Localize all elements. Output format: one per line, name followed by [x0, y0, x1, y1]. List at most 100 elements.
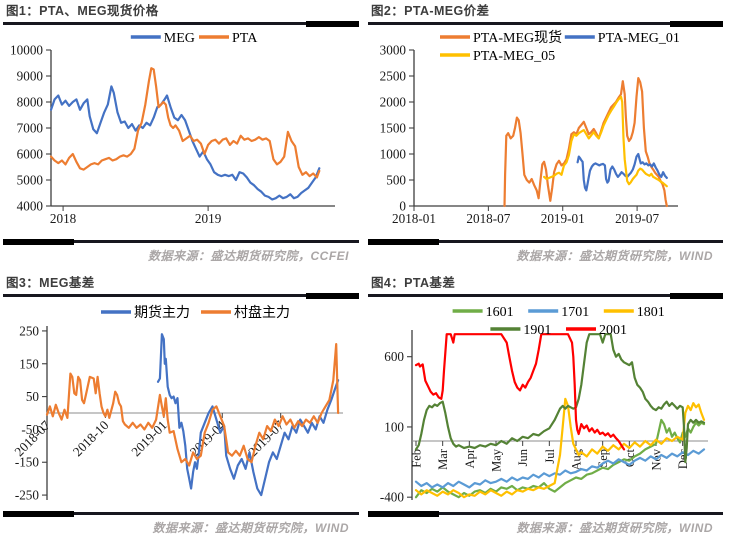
figure1-line-chart: 10000 9000 8000 7000 6000 5000 4000 2018 2019 MEG…: [5, 28, 357, 239]
svg-text:100: 100: [384, 419, 404, 434]
svg-text:50: 50: [26, 389, 40, 404]
svg-text:9000: 9000: [17, 69, 44, 84]
figure1-title: 图1：PTA、MEG现货价格: [6, 4, 159, 18]
svg-text:PTA-MEG现货: PTA-MEG现货: [473, 29, 562, 46]
svg-text:1500: 1500: [379, 121, 406, 136]
svg-text:2019: 2019: [195, 211, 222, 226]
svg-text:7000: 7000: [17, 121, 44, 136]
figure3-top-rule: [3, 293, 359, 299]
svg-text:Jun: Jun: [516, 448, 530, 466]
figure3-source: 数据来源：盛达期货研究院，WIND: [152, 521, 349, 535]
series-PTA-MEG现货: [502, 76, 668, 208]
series-1901: [414, 333, 705, 464]
legend-item-1601: 1601: [452, 305, 513, 320]
svg-text:6000: 6000: [17, 147, 44, 162]
figure3-bottom-rule: [3, 511, 359, 517]
svg-text:1000: 1000: [379, 147, 406, 162]
svg-text:2000: 2000: [379, 95, 406, 110]
figure1-bottom-rule: [3, 239, 359, 245]
svg-text:500: 500: [386, 173, 406, 188]
svg-text:0: 0: [399, 199, 406, 214]
svg-text:-250: -250: [15, 488, 40, 503]
figure4-panel: 图4：PTA基差 600 100 -400 Feb Mar Apr May Jun Jul Aug…: [365, 272, 729, 544]
svg-text:2019-01: 2019-01: [540, 211, 584, 226]
figure4-top-rule: [368, 293, 723, 299]
svg-text:2018: 2018: [50, 211, 77, 226]
legend-item-1901: 1901: [489, 323, 551, 338]
figure4-title: 图4：PTA基差: [371, 276, 456, 290]
figure2-top-rule: [368, 21, 723, 27]
legend-item-村盘主力: 村盘主力: [201, 304, 290, 321]
svg-text:1901: 1901: [523, 323, 551, 338]
series-期货主力: [156, 333, 340, 497]
legend-item-PTA-MEG现货: PTA-MEG现货: [439, 29, 562, 46]
series-1701: [414, 448, 705, 489]
svg-text:Sep: Sep: [596, 449, 610, 468]
svg-text:PTA-MEG_05: PTA-MEG_05: [473, 49, 555, 64]
figure1-source: 数据来源：盛达期货研究院，CCFEI: [147, 249, 349, 263]
figure3-chart-area: 250 150 50 -50 -150 -250 2018-07 2018-10 2019-01…: [3, 299, 359, 511]
svg-text:5000: 5000: [17, 173, 44, 188]
legend-item-1701: 1701: [527, 305, 589, 320]
svg-text:10000: 10000: [10, 43, 43, 58]
svg-text:250: 250: [19, 323, 39, 338]
legend-item-1801: 1801: [603, 305, 664, 320]
svg-text:3000: 3000: [379, 43, 406, 58]
svg-text:期货主力: 期货主力: [134, 304, 190, 321]
figure1-panel: 图1：PTA、MEG现货价格 10000 9000 8000 7000 6000 5000…: [0, 0, 365, 272]
series-1801: [414, 397, 705, 499]
series-2001: [414, 333, 625, 451]
figure2-bottom-rule: [368, 239, 723, 245]
series-PTA-MEG_01: [576, 152, 668, 192]
svg-text:2500: 2500: [379, 69, 406, 84]
svg-text:May: May: [489, 448, 503, 472]
svg-text:2018-07: 2018-07: [466, 211, 510, 226]
figure3-title: 图3：MEG基差: [6, 276, 95, 290]
figure1-top-rule: [3, 21, 359, 27]
svg-text:150: 150: [19, 356, 39, 371]
svg-text:PTA-MEG_01: PTA-MEG_01: [597, 31, 679, 46]
series-PTA: [49, 67, 321, 179]
legend-item-PTA-MEG_01: PTA-MEG_01: [564, 31, 679, 46]
series-MEG: [49, 85, 321, 201]
svg-text:Apr: Apr: [462, 448, 476, 468]
svg-text:Mar: Mar: [436, 448, 450, 470]
figure2-line-chart: 3000 2500 2000 1500 1000 500 0 2018-01 2018-07 20…: [370, 28, 722, 239]
legend-item-PTA: PTA: [199, 31, 258, 46]
figure3-line-chart: 250 150 50 -50 -150 -250 2018-07 2018-10 2019-01…: [5, 300, 357, 511]
svg-text:2019-07: 2019-07: [615, 211, 659, 226]
svg-text:1601: 1601: [485, 305, 513, 320]
legend-item-2001: 2001: [565, 323, 627, 338]
svg-text:MEG: MEG: [164, 31, 195, 46]
figure1-chart-area: 10000 9000 8000 7000 6000 5000 4000 2018 2019 MEG…: [3, 27, 359, 239]
figure2-panel: 图2：PTA-MEG价差 3000 2500 2000 1500 1000 500 0 201…: [365, 0, 729, 272]
figure4-line-chart: 600 100 -400 Feb Mar Apr May Jun Jul Aug Sep Oct Nov…: [370, 300, 722, 511]
svg-text:Feb: Feb: [409, 449, 423, 468]
figure2-chart-area: 3000 2500 2000 1500 1000 500 0 2018-01 2018-07 20…: [368, 27, 723, 239]
svg-text:600: 600: [384, 349, 404, 364]
figure2-source: 数据来源：盛达期货研究院，WIND: [516, 249, 713, 263]
svg-text:4000: 4000: [17, 199, 44, 214]
figure3-panel: 图3：MEG基差 250 150 50 -50 -150 -250 2018-07 2018-…: [0, 272, 365, 544]
series-PTA-MEG_05: [542, 95, 668, 188]
svg-text:2018-10: 2018-10: [70, 417, 112, 459]
figure4-bottom-rule: [368, 511, 723, 517]
svg-text:1701: 1701: [561, 305, 589, 320]
svg-text:-400: -400: [379, 490, 404, 505]
svg-text:-50: -50: [21, 422, 39, 437]
series-村盘主力: [45, 342, 340, 467]
figure4-chart-area: 600 100 -400 Feb Mar Apr May Jun Jul Aug Sep Oct Nov…: [368, 299, 723, 511]
svg-text:PTA: PTA: [232, 31, 258, 46]
svg-text:村盘主力: 村盘主力: [234, 304, 290, 321]
chart-canvas: 10000 9000 8000 7000 6000 5000 4000 2018 2019 MEG…: [10, 31, 335, 226]
legend-item-PTA-MEG_05: PTA-MEG_05: [439, 49, 555, 64]
svg-text:Jul: Jul: [542, 448, 556, 463]
figure4-source: 数据来源：盛达期货研究院，WIND: [516, 521, 713, 535]
svg-text:8000: 8000: [17, 95, 44, 110]
svg-text:2018-01: 2018-01: [392, 211, 436, 226]
svg-text:-150: -150: [15, 455, 40, 470]
